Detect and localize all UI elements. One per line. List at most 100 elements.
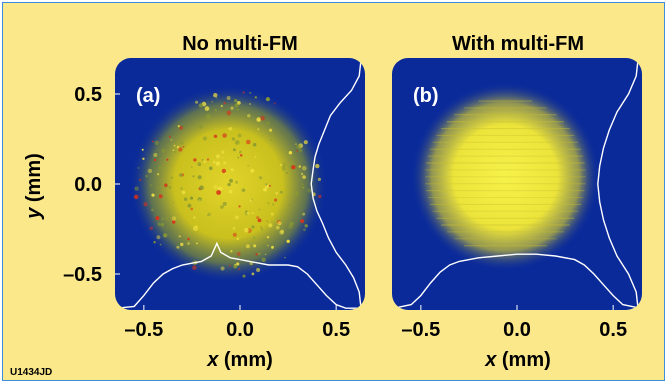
speckle-dot xyxy=(192,265,197,271)
speckle-dot xyxy=(133,194,139,200)
speckle-dot xyxy=(238,205,241,208)
speckle-dot xyxy=(143,202,148,207)
speckle-dot xyxy=(302,175,306,179)
speckle-dot xyxy=(241,188,246,193)
speckle-dot xyxy=(171,220,176,224)
speckle-dot xyxy=(226,183,230,186)
speckle-dot xyxy=(139,178,142,182)
speckle-dot xyxy=(285,209,288,212)
speckle-dot xyxy=(270,139,272,141)
panel-b-stripes xyxy=(425,100,586,247)
speckle-dot xyxy=(303,140,308,145)
speckle-dot xyxy=(193,158,197,162)
speckle-dot xyxy=(180,187,184,190)
speckle-dot xyxy=(247,164,250,167)
speckle-dot xyxy=(280,190,283,194)
speckle-dot xyxy=(180,141,184,145)
y-tick-label: 0.0 xyxy=(74,174,102,196)
speckle-dot xyxy=(157,187,160,190)
speckle-dot xyxy=(153,158,157,162)
speckle-dot xyxy=(216,154,220,159)
speckle-dot xyxy=(282,166,286,171)
speckle-dot xyxy=(236,237,239,240)
panel-b: With multi-FM (b) –0.5 0.0 0.5 x (mm) xyxy=(392,33,642,371)
speckle-dot xyxy=(161,148,166,153)
speckle-dot xyxy=(221,168,227,174)
speckle-dot xyxy=(206,158,210,161)
speckle-dot xyxy=(182,145,185,148)
speckle-dot xyxy=(244,228,249,233)
speckle-dot xyxy=(153,241,156,244)
speckle-dot xyxy=(198,103,204,108)
speckle-dot xyxy=(198,199,201,202)
speckle-dot xyxy=(211,101,213,103)
speckle-dot xyxy=(238,268,241,271)
speckle-dot xyxy=(265,97,270,102)
speckle-dot xyxy=(318,194,322,199)
speckle-dot xyxy=(304,224,308,228)
speckle-dot xyxy=(198,124,203,129)
speckle-dot xyxy=(221,156,224,159)
speckle-dot xyxy=(229,264,231,267)
speckle-dot xyxy=(228,178,234,183)
speckle-dot xyxy=(161,217,165,221)
speckle-dot xyxy=(222,133,227,138)
speckle-dot xyxy=(268,223,273,228)
speckle-dot xyxy=(201,159,204,161)
speckle-dot xyxy=(303,228,306,232)
speckle-dot xyxy=(294,191,299,196)
speckle-dot xyxy=(267,244,269,247)
speckle-dot xyxy=(258,208,261,211)
speckle-dot xyxy=(269,128,273,132)
speckle-dot xyxy=(230,106,234,110)
speckle-dot xyxy=(233,148,236,152)
speckle-dot xyxy=(168,186,172,189)
y-axis-label: y (mm) xyxy=(23,153,45,220)
speckle-dot xyxy=(237,156,240,159)
speckle-dot xyxy=(256,216,260,220)
speckle-dot xyxy=(193,226,198,231)
speckle-dot xyxy=(209,166,213,171)
speckle-dot xyxy=(237,252,241,256)
x-tick-label: –0.5 xyxy=(401,319,440,341)
speckle-dot xyxy=(233,264,238,269)
speckle-dot xyxy=(266,121,270,125)
speckle-dot xyxy=(152,140,154,143)
speckle-dot xyxy=(285,171,288,174)
speckle-dot xyxy=(259,176,263,180)
speckle-dot xyxy=(172,201,175,204)
speckle-dot xyxy=(300,172,304,176)
speckle-dot xyxy=(160,222,165,227)
speckle-dot xyxy=(206,214,209,217)
speckle-dot xyxy=(172,149,175,152)
speckle-dot xyxy=(147,168,153,174)
speckle-dot xyxy=(242,91,245,94)
speckle-dot xyxy=(266,220,268,223)
speckle-dot xyxy=(158,165,163,171)
speckle-dot xyxy=(251,272,255,276)
speckle-dot xyxy=(250,168,255,173)
speckle-dot xyxy=(272,203,275,206)
speckle-dot xyxy=(199,185,204,190)
speckle-dot xyxy=(286,239,290,243)
speckle-dot xyxy=(213,184,218,190)
speckle-dot xyxy=(213,93,218,98)
speckle-dot xyxy=(235,180,239,184)
speckle-dot xyxy=(178,235,181,238)
speckle-dot xyxy=(202,136,207,141)
speckle-dot xyxy=(176,145,180,149)
speckle-dot xyxy=(145,174,149,178)
speckle-dot xyxy=(234,140,240,145)
panel-a-horizontal-profile xyxy=(116,241,364,309)
speckle-dot xyxy=(206,114,211,119)
speckle-dot xyxy=(166,158,169,161)
speckle-dot xyxy=(151,193,155,197)
speckle-dot xyxy=(159,243,162,246)
speckle-dot xyxy=(179,230,183,233)
speckle-dot xyxy=(254,155,257,158)
speckle-dot xyxy=(269,185,271,187)
speckle-dot xyxy=(164,183,168,187)
speckle-dot xyxy=(234,215,239,220)
speckle-dot xyxy=(228,189,233,194)
